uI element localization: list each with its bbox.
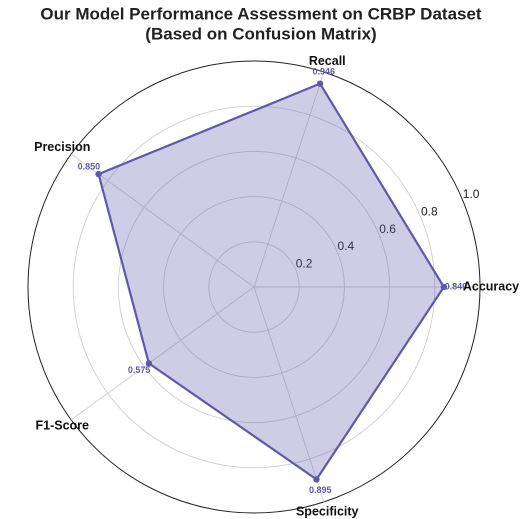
- spoke: [70, 286, 255, 421]
- value-label: 0.840: [445, 281, 468, 291]
- category-label: Accuracy: [463, 279, 519, 293]
- spoke: [70, 153, 255, 288]
- value-label: 0.895: [309, 485, 332, 495]
- value-label: 0.850: [78, 161, 101, 171]
- chart-title: (Based on Confusion Matrix): [145, 24, 376, 43]
- value-label: 0.575: [128, 365, 151, 375]
- point: [145, 360, 153, 367]
- point: [440, 283, 448, 291]
- r-tick-label: 0.6: [379, 222, 396, 236]
- r-tick-label: 0.2: [296, 256, 313, 270]
- area: [97, 82, 445, 481]
- chart-title: Our Model Performance Assessment on CRBP…: [40, 4, 482, 23]
- r-tick-label: 0.8: [421, 205, 438, 219]
- point: [95, 170, 102, 178]
- category-label: Precision: [34, 140, 90, 154]
- point: [313, 476, 320, 483]
- point: [316, 80, 324, 87]
- spoke: [253, 71, 325, 288]
- spoke: [253, 286, 325, 503]
- category-label: Recall: [309, 54, 346, 68]
- value-label: 0.946: [313, 67, 336, 77]
- category-label: Specificity: [296, 505, 359, 519]
- category-label: F1-Score: [36, 419, 90, 433]
- r-tick-label: 1.0: [463, 187, 480, 201]
- r-tick-label: 0.4: [337, 239, 354, 253]
